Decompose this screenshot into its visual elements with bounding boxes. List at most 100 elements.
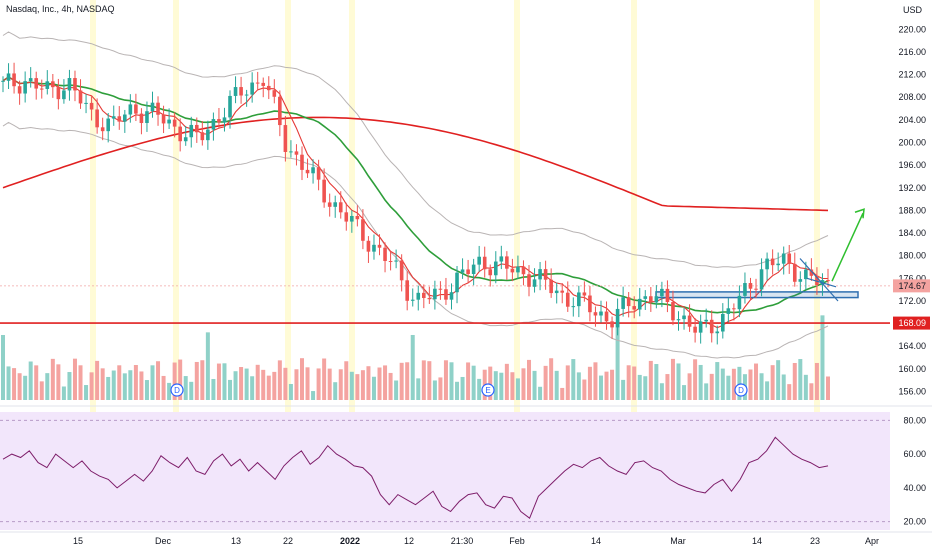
volume-bar — [250, 376, 255, 400]
candle-body — [39, 88, 44, 90]
volume-bar — [261, 369, 266, 400]
candle-body — [466, 269, 470, 275]
session-highlight-6 — [814, 0, 820, 530]
volume-bar — [659, 383, 664, 400]
volume-bar — [648, 360, 653, 400]
rsi-tick-label: 80.00 — [903, 415, 926, 425]
time-tick-label: 2022 — [340, 536, 360, 546]
volume-bar — [106, 376, 111, 400]
price-tick-label: 200.00 — [898, 138, 926, 148]
volume-bar — [205, 332, 210, 400]
candle-body — [139, 113, 144, 124]
volume-bar — [565, 365, 570, 400]
candle-body — [399, 260, 404, 281]
candle-body — [338, 202, 343, 213]
volume-bar — [266, 375, 271, 400]
candle-body — [798, 279, 803, 282]
candle-body — [588, 295, 592, 313]
volume-bar — [100, 368, 105, 400]
candle-body — [183, 137, 188, 142]
volume-bar — [693, 359, 698, 400]
candle-body — [571, 306, 576, 308]
candle-body — [444, 289, 448, 300]
volume-bar — [305, 367, 310, 400]
volume-bar — [12, 368, 17, 400]
candle-body — [28, 78, 33, 82]
volume-bar — [471, 365, 476, 400]
candle-body — [45, 81, 50, 89]
volume-bar — [1, 335, 5, 400]
candle-body — [206, 129, 210, 141]
candle-body — [100, 127, 105, 132]
candle-body — [34, 78, 39, 89]
candle-body — [200, 132, 205, 141]
candle-body — [726, 308, 731, 314]
candle-body — [361, 219, 365, 241]
event-label: D — [738, 386, 744, 395]
candle-body — [62, 90, 66, 100]
candle-body — [527, 274, 531, 287]
volume-bar — [676, 363, 681, 400]
time-tick-label: 22 — [283, 536, 293, 546]
volume-bar — [311, 391, 316, 400]
rsi-tick-label: 40.00 — [903, 483, 926, 493]
volume-bar — [228, 379, 233, 400]
event-marker — [481, 383, 495, 397]
candle-body — [300, 154, 304, 170]
volume-bar — [776, 360, 781, 400]
candle-body — [244, 94, 249, 96]
candle-body — [377, 244, 382, 248]
current-price-tag: 174.67 — [898, 281, 926, 291]
time-tick-label: Dec — [155, 536, 172, 546]
time-tick-label: 15 — [73, 536, 83, 546]
volume-bar — [814, 362, 819, 400]
volume-bar — [200, 360, 205, 400]
time-tick-label: 14 — [591, 536, 601, 546]
candle-body — [161, 114, 166, 124]
candle-body — [84, 102, 88, 104]
candle-body — [350, 215, 354, 222]
volume-bar — [399, 362, 404, 400]
volume-bar — [754, 363, 759, 400]
candle-body — [621, 297, 625, 309]
wedge-line-upper — [799, 258, 839, 302]
volume-bar — [704, 383, 709, 400]
volume-bar — [593, 362, 598, 400]
session-highlight-0 — [90, 0, 96, 530]
volume-bar — [371, 376, 376, 400]
time-tick-label: 23 — [810, 536, 820, 546]
volume-bar — [527, 359, 532, 400]
volume-bar — [239, 367, 244, 400]
candle-body — [111, 116, 116, 119]
volume-bar — [34, 365, 39, 400]
volume-bar — [150, 365, 155, 400]
volume-bar — [438, 377, 443, 400]
volume-bar — [787, 384, 792, 400]
candle-body — [460, 269, 465, 273]
session-highlight-3 — [349, 0, 355, 530]
candle-body — [266, 85, 271, 91]
session-highlight-1 — [173, 0, 179, 530]
volume-bar — [731, 368, 736, 400]
price-tick-label: 212.00 — [898, 70, 926, 80]
candle-body — [128, 104, 133, 115]
volume-bar — [416, 378, 421, 400]
volume-bar — [443, 360, 448, 400]
volume-bar — [499, 372, 504, 400]
volume-bar — [161, 375, 166, 400]
volume-bar — [632, 366, 637, 400]
volume-bar — [61, 386, 66, 400]
volume-bar — [615, 322, 620, 400]
event-label: E — [485, 386, 490, 395]
volume-bar — [89, 372, 94, 400]
volume-bar — [283, 367, 288, 400]
volume-bar — [809, 383, 814, 400]
candle-body — [327, 202, 332, 207]
volume-bar — [84, 385, 89, 400]
candle-body — [649, 296, 653, 303]
volume-bar — [377, 367, 382, 400]
candle-body — [565, 292, 570, 307]
volume-bar — [322, 358, 327, 400]
price-tick-label: 176.00 — [898, 273, 926, 283]
